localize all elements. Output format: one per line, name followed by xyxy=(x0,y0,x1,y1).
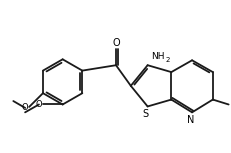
Text: 2: 2 xyxy=(165,57,170,63)
Text: O: O xyxy=(21,103,28,112)
Text: S: S xyxy=(143,109,149,119)
Text: NH: NH xyxy=(152,52,165,61)
Text: O: O xyxy=(112,37,120,48)
Text: N: N xyxy=(187,115,195,125)
Text: O: O xyxy=(35,100,42,109)
